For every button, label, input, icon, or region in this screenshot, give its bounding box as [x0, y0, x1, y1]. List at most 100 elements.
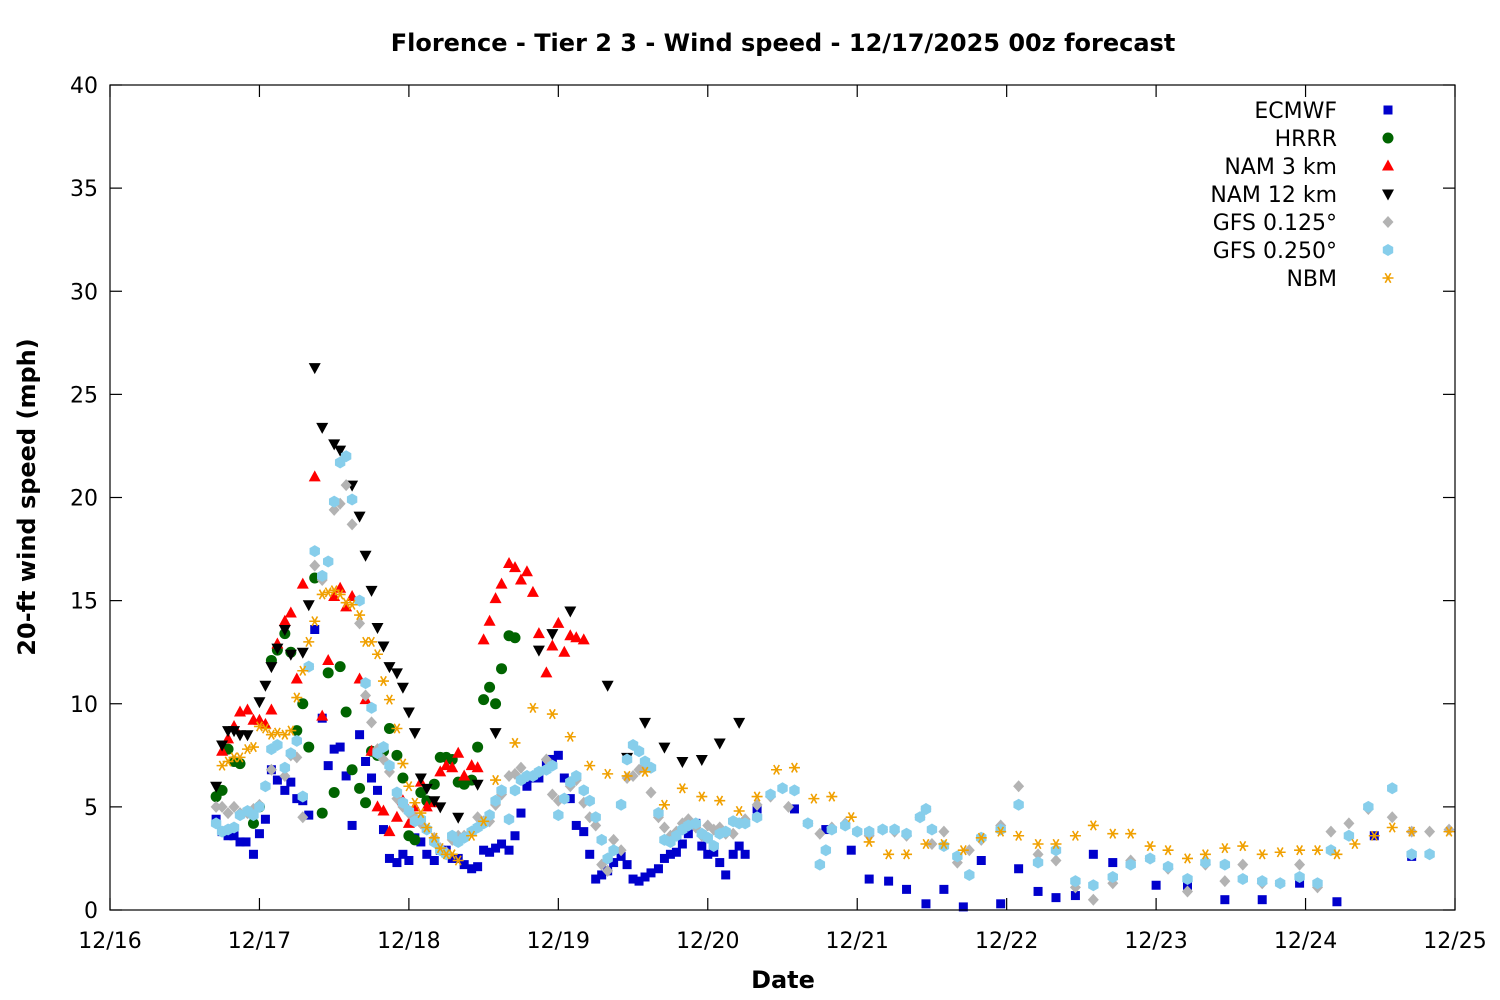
- data-point: [272, 775, 282, 785]
- data-point: [739, 817, 751, 830]
- data-point: [1013, 798, 1024, 811]
- data-point: [1181, 885, 1193, 898]
- data-point: [210, 800, 222, 813]
- data-point: [901, 849, 913, 860]
- data-point: [546, 708, 558, 720]
- data-point: [714, 795, 726, 806]
- data-point: [479, 845, 489, 855]
- data-point: [415, 807, 427, 819]
- data-point: [210, 781, 223, 793]
- data-point: [265, 729, 277, 740]
- data-point: [777, 782, 788, 795]
- data-point: [540, 666, 553, 678]
- x-tick-label: 12/18: [377, 929, 440, 954]
- data-point: [615, 798, 627, 811]
- y-tick-label: 5: [84, 796, 98, 821]
- data-point: [1443, 823, 1455, 836]
- data-point: [1406, 848, 1417, 861]
- data-point: [1032, 838, 1044, 850]
- data-point: [409, 834, 421, 846]
- data-point: [1294, 871, 1305, 883]
- data-point: [814, 827, 826, 840]
- data-point: [371, 800, 384, 812]
- data-point: [590, 811, 601, 824]
- data-point: [309, 545, 320, 558]
- data-point: [473, 862, 483, 872]
- data-point: [1332, 897, 1342, 907]
- data-point: [1088, 879, 1099, 892]
- data-point: [601, 680, 614, 692]
- data-point: [1220, 895, 1230, 905]
- data-point: [354, 594, 365, 607]
- data-point: [247, 817, 259, 829]
- data-point: [914, 811, 926, 824]
- data-point: [658, 821, 670, 834]
- data-point: [309, 559, 321, 572]
- data-point: [639, 766, 651, 777]
- data-point: [845, 812, 857, 823]
- data-point: [826, 791, 838, 802]
- data-point: [602, 852, 613, 865]
- data-point: [484, 809, 495, 822]
- data-point: [354, 782, 366, 794]
- data-point: [534, 773, 544, 783]
- data-point: [317, 569, 328, 582]
- data-point: [478, 694, 490, 706]
- data-point: [532, 627, 545, 639]
- data-point: [883, 849, 895, 860]
- data-point: [478, 816, 490, 827]
- data-point: [328, 786, 340, 798]
- data-point: [633, 745, 645, 758]
- data-point: [1033, 886, 1043, 896]
- data-point: [366, 701, 377, 714]
- data-point: [553, 750, 563, 760]
- data-point: [509, 632, 521, 644]
- data-point: [403, 805, 415, 817]
- data-point: [284, 606, 297, 618]
- data-point: [1294, 858, 1306, 871]
- legend-marker-nam-12-km: [1382, 189, 1394, 201]
- data-point: [228, 821, 240, 834]
- data-point: [421, 822, 433, 833]
- data-point: [458, 769, 471, 781]
- data-point: [559, 792, 570, 805]
- data-point: [302, 600, 315, 612]
- data-point: [429, 856, 439, 865]
- data-point: [409, 797, 421, 808]
- x-tick-label: 12/20: [676, 929, 739, 954]
- data-point: [996, 899, 1006, 909]
- data-point: [392, 858, 402, 868]
- data-point: [1349, 838, 1361, 850]
- data-point: [316, 807, 328, 819]
- data-point: [503, 813, 515, 826]
- data-point: [846, 845, 856, 855]
- data-point: [1343, 829, 1355, 842]
- data-point: [814, 858, 826, 871]
- data-point: [645, 761, 657, 774]
- data-point: [265, 703, 278, 715]
- data-point: [1069, 830, 1081, 841]
- data-point: [1387, 782, 1398, 795]
- x-tick-label: 12/17: [228, 929, 291, 954]
- legend-label-gfs-0-125: GFS 0.125°: [1213, 211, 1337, 236]
- data-point: [216, 740, 229, 752]
- data-point: [884, 876, 894, 886]
- data-point: [703, 849, 713, 859]
- data-point: [490, 794, 501, 807]
- data-point: [591, 874, 601, 884]
- data-point: [740, 849, 750, 859]
- data-point: [322, 555, 334, 568]
- data-point: [334, 661, 346, 673]
- data-point: [340, 597, 352, 608]
- data-point: [1312, 877, 1323, 890]
- data-point: [328, 495, 340, 508]
- data-point: [653, 807, 664, 820]
- data-point: [1219, 842, 1231, 854]
- data-point: [241, 703, 254, 715]
- data-point: [564, 731, 576, 742]
- data-point: [520, 565, 533, 577]
- data-point: [372, 649, 384, 660]
- data-point: [532, 645, 545, 657]
- data-point: [751, 791, 763, 802]
